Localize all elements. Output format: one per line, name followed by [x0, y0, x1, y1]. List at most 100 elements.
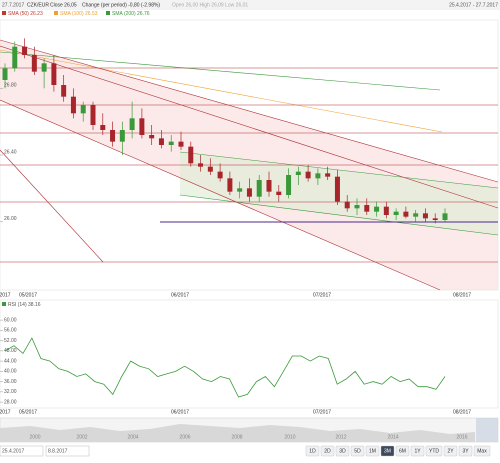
- date-input[interactable]: [0, 445, 44, 457]
- drawings: [0, 39, 499, 291]
- candle-body: [149, 135, 155, 139]
- date-input[interactable]: [45, 445, 90, 457]
- y-tick-label: 28.00: [4, 399, 17, 405]
- x-tick-label: 06/2017: [171, 409, 189, 415]
- navigator-year: 2008: [231, 434, 242, 440]
- range-button[interactable]: [380, 445, 395, 457]
- legend-label: SMA (200) 26.76: [112, 11, 150, 17]
- range-button-label[interactable]: 2Y: [447, 448, 454, 454]
- header-ohl: Open 26,00 High 26,09 Low 26,01: [172, 2, 248, 8]
- y-tick-label: 32.00: [4, 389, 17, 395]
- y-tick-label: 48.00: [4, 348, 17, 354]
- range-button-label[interactable]: 3Y: [462, 448, 469, 454]
- range-button[interactable]: [443, 445, 458, 457]
- range-button-label[interactable]: Max: [477, 448, 487, 454]
- x-tick-label: 08/2017: [453, 409, 471, 415]
- legend-swatch: [2, 11, 6, 15]
- y-tick-label: 36.00: [4, 379, 17, 385]
- range-button[interactable]: [335, 445, 350, 457]
- range-button[interactable]: [473, 445, 491, 457]
- range-button-label[interactable]: 2D: [324, 448, 331, 454]
- range-button[interactable]: [365, 445, 380, 457]
- navigator-area: [0, 424, 475, 442]
- candle-body: [256, 180, 262, 197]
- range-button[interactable]: [320, 445, 335, 457]
- candle-body: [70, 96, 76, 114]
- range-button-label[interactable]: 3D: [339, 448, 346, 454]
- range-button[interactable]: [458, 445, 473, 457]
- date-from[interactable]: 25.4.2017: [2, 448, 24, 454]
- candle-body: [354, 205, 360, 209]
- candle-body: [22, 46, 28, 55]
- candle-body: [129, 118, 135, 130]
- range-button-label[interactable]: 5D: [354, 448, 361, 454]
- candle-body: [374, 206, 380, 212]
- header-range: 25.4.2017 - 27.7.2017: [449, 2, 498, 8]
- rsi-label: RSI (14) 38.16: [8, 302, 41, 308]
- range-button[interactable]: [410, 445, 425, 457]
- legend-label: SMA (50) 26.23: [8, 11, 43, 17]
- y-tick-label: 40.00: [4, 369, 17, 375]
- x-tick-label: 07/2017: [313, 292, 331, 298]
- trend-line: [0, 45, 499, 209]
- y-tick-label: 26.80: [4, 83, 17, 89]
- y-tick-label: 60.00: [4, 317, 17, 323]
- candle-body: [266, 180, 272, 192]
- candle-body: [41, 63, 47, 72]
- candle-body: [217, 171, 223, 179]
- trend-line: [0, 149, 104, 263]
- navigator-year: 2006: [179, 434, 190, 440]
- candle-body: [286, 175, 292, 195]
- date-to[interactable]: 8.8.2017: [48, 448, 68, 454]
- legend-swatch: [2, 302, 6, 306]
- y-tick-label: 56.00: [4, 328, 17, 334]
- candle-body: [119, 130, 125, 142]
- candle-body: [325, 173, 331, 177]
- navigator-year: 2000: [29, 434, 40, 440]
- legend-swatch: [106, 11, 110, 15]
- trend-line: [179, 151, 499, 189]
- candle-body: [12, 46, 18, 69]
- rsi-panel: [0, 299, 499, 409]
- x-tick-label: 2017: [0, 292, 11, 298]
- y-tick-label: 26.40: [4, 149, 17, 155]
- range-button-label[interactable]: 1D: [309, 448, 316, 454]
- navigator-year: 2012: [335, 434, 346, 440]
- candle-body: [90, 105, 96, 125]
- x-tick-label: 2017: [0, 409, 11, 415]
- range-button-label[interactable]: 1Y: [414, 448, 421, 454]
- range-button[interactable]: [350, 445, 365, 457]
- candle-body: [344, 201, 350, 209]
- candle-body: [100, 125, 106, 130]
- header-date: 27.7.2017: [2, 2, 24, 8]
- candle-body: [422, 213, 428, 219]
- navigator-year: 2014: [387, 434, 398, 440]
- x-tick-label: 08/2017: [453, 292, 471, 298]
- candle-body: [168, 141, 174, 145]
- x-tick-label: 05/2017: [19, 292, 37, 298]
- candle-body: [2, 68, 8, 80]
- header-change: Change (per period) -0,80 (-2.98%): [82, 2, 160, 8]
- candle-body: [442, 213, 448, 220]
- candle-body: [61, 85, 67, 97]
- candle-body: [403, 211, 409, 217]
- x-tick-label: 05/2017: [19, 409, 37, 415]
- candle-body: [413, 213, 419, 217]
- candle-body: [158, 138, 164, 145]
- main-panel: [0, 19, 499, 291]
- candle-body: [227, 178, 233, 192]
- candle-body: [198, 163, 204, 167]
- range-button-label[interactable]: 3M: [384, 448, 391, 454]
- candle-body: [31, 55, 37, 72]
- range-button-label[interactable]: YTD: [429, 448, 439, 454]
- range-button-label[interactable]: 6M: [399, 448, 406, 454]
- x-tick-label: 07/2017: [313, 409, 331, 415]
- range-button[interactable]: [305, 445, 320, 457]
- range-button[interactable]: [425, 445, 443, 457]
- candle-body: [364, 205, 370, 212]
- trend-line: [0, 99, 441, 291]
- range-button[interactable]: [395, 445, 410, 457]
- range-button-label[interactable]: 1M: [369, 448, 376, 454]
- candle-body: [51, 63, 57, 85]
- legend-swatch: [54, 11, 58, 15]
